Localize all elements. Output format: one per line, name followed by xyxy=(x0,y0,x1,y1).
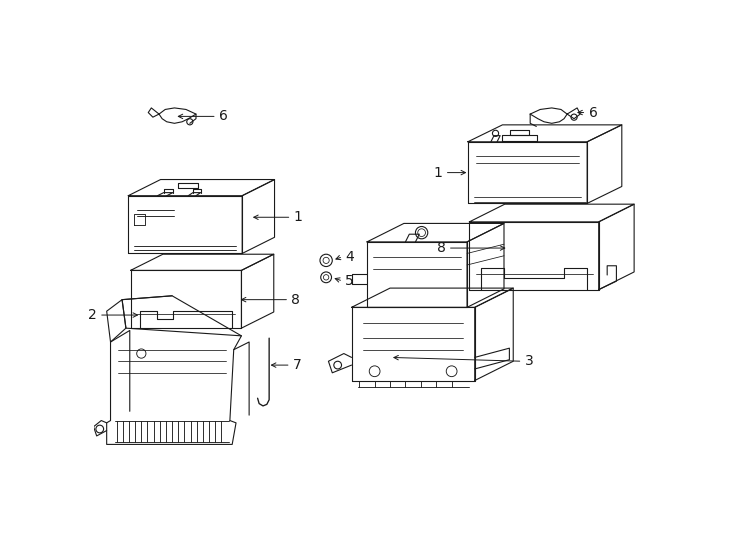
Text: 4: 4 xyxy=(346,249,354,264)
Text: 1: 1 xyxy=(434,166,443,180)
Text: 7: 7 xyxy=(293,358,302,372)
Text: 8: 8 xyxy=(437,241,446,255)
Text: 5: 5 xyxy=(346,274,354,288)
Text: 6: 6 xyxy=(219,110,228,123)
Text: 1: 1 xyxy=(294,210,302,224)
Text: 3: 3 xyxy=(525,354,534,368)
Text: 8: 8 xyxy=(291,293,300,307)
Text: 6: 6 xyxy=(589,105,597,119)
Text: 2: 2 xyxy=(88,308,97,322)
